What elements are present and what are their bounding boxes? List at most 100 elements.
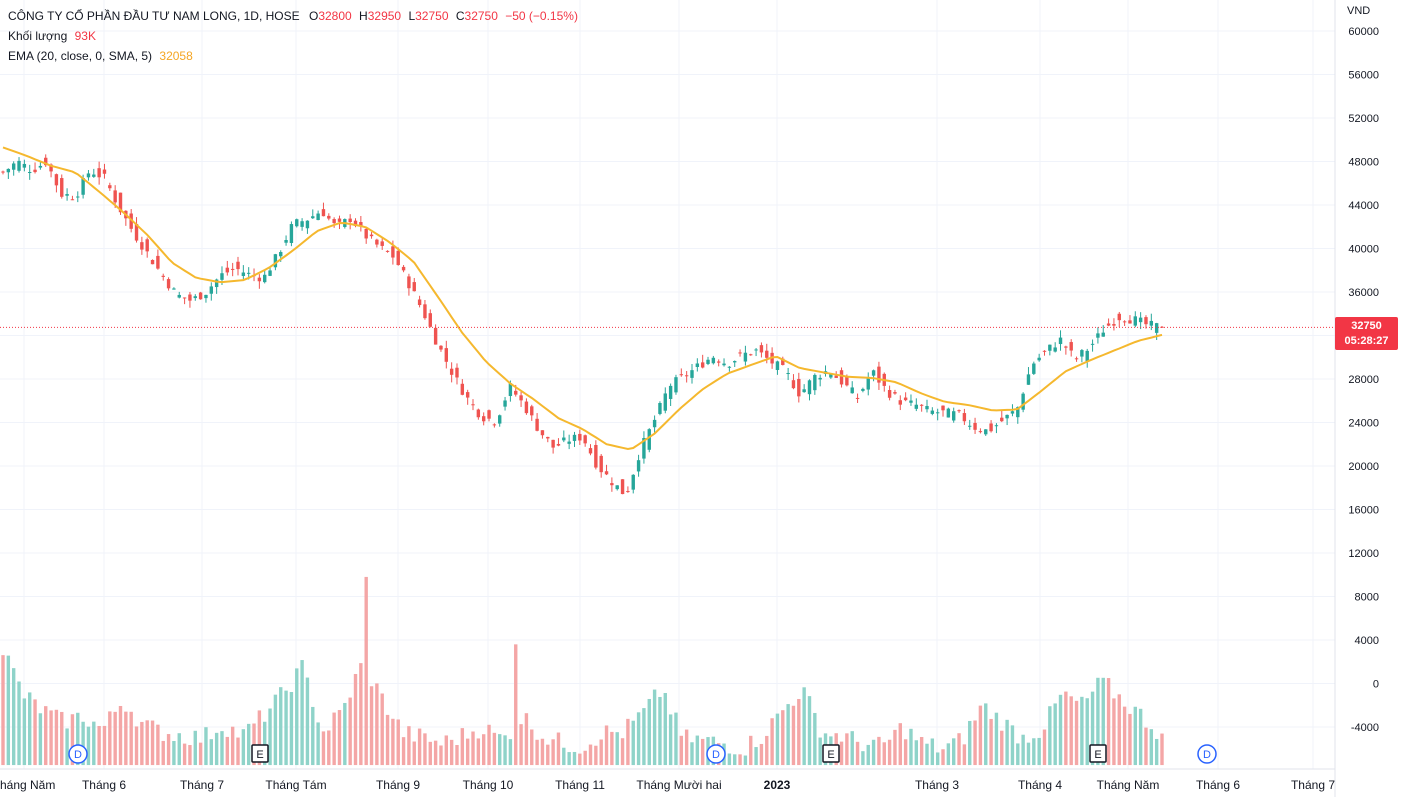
volume-bar bbox=[957, 733, 961, 766]
volume-bar bbox=[44, 706, 48, 766]
volume-bar bbox=[1128, 713, 1132, 766]
volume-bar bbox=[214, 732, 219, 766]
candle-body bbox=[503, 400, 507, 407]
candle-body bbox=[887, 389, 892, 398]
candle-body bbox=[930, 410, 935, 414]
y-tick-label: -4000 bbox=[1351, 722, 1379, 734]
volume-bar bbox=[781, 710, 785, 766]
candle-body bbox=[551, 439, 555, 448]
volume-bar bbox=[391, 718, 395, 766]
candle-body bbox=[1080, 350, 1084, 357]
volume-bar bbox=[49, 710, 53, 766]
candle-body bbox=[797, 378, 801, 397]
candle-body bbox=[188, 294, 192, 301]
y-tick-label: 20000 bbox=[1348, 461, 1379, 473]
volume-bar bbox=[348, 697, 352, 766]
volume-bar bbox=[540, 738, 545, 766]
candle-body bbox=[594, 444, 598, 468]
candle-body bbox=[17, 160, 21, 171]
volume-bar bbox=[140, 721, 144, 766]
candle-body bbox=[385, 250, 390, 252]
candle-body bbox=[1106, 323, 1111, 326]
candle-body bbox=[1085, 350, 1089, 362]
volume-bar bbox=[316, 722, 320, 766]
candle-body bbox=[359, 222, 363, 227]
candle-body bbox=[610, 483, 614, 486]
volume-bar bbox=[1090, 691, 1095, 766]
volume-bar bbox=[97, 725, 101, 766]
volume-bar bbox=[754, 747, 758, 766]
y-tick-label: 8000 bbox=[1355, 592, 1379, 604]
candle-body bbox=[337, 218, 342, 222]
volume-bar bbox=[337, 710, 342, 766]
volume-bar bbox=[594, 745, 598, 766]
candle-body bbox=[973, 422, 977, 430]
candle-body bbox=[1042, 350, 1047, 352]
volume-bar bbox=[273, 694, 278, 766]
y-tick-label: 48000 bbox=[1348, 157, 1379, 169]
candle-body bbox=[663, 393, 667, 411]
volume-bar bbox=[257, 710, 262, 766]
candle-body bbox=[295, 219, 299, 227]
time-axis[interactable]: Tháng Năm Tháng 6 Tháng 7 Tháng Tám Tháng 9 T… bbox=[0, 768, 1335, 792]
candle-body bbox=[423, 304, 427, 319]
volume-bar bbox=[60, 711, 64, 766]
volume-bar bbox=[615, 732, 619, 766]
volume-bar bbox=[583, 750, 587, 766]
candle-body bbox=[279, 252, 283, 257]
candle-body bbox=[455, 367, 459, 378]
volume-bar bbox=[177, 733, 181, 766]
candle-body bbox=[1058, 337, 1063, 345]
volume-bar bbox=[412, 741, 416, 766]
volume-bar bbox=[674, 712, 678, 766]
volume-bar bbox=[962, 744, 967, 766]
x-tick-label: Tháng 4 bbox=[1018, 778, 1062, 792]
volume-bar bbox=[487, 724, 491, 766]
candle-body bbox=[81, 178, 85, 195]
candle-body bbox=[33, 169, 37, 173]
x-tick-label: Tháng 6 bbox=[1196, 778, 1240, 792]
volume-bar bbox=[444, 735, 449, 766]
volume-bar bbox=[11, 668, 16, 766]
volume-bar bbox=[284, 690, 288, 766]
volume-bar bbox=[1112, 698, 1116, 766]
candle-body bbox=[311, 216, 315, 219]
ema-line bbox=[2, 146, 1163, 451]
volume-bar bbox=[498, 734, 502, 766]
candle-body bbox=[225, 267, 230, 273]
y-tick-label: 24000 bbox=[1348, 418, 1379, 430]
volume-bar bbox=[941, 749, 945, 766]
volume-bar bbox=[759, 743, 764, 766]
low-value: 32750 bbox=[415, 9, 449, 23]
earnings-marker: E bbox=[1089, 744, 1107, 763]
volume-bar bbox=[150, 720, 155, 766]
volume-bar bbox=[871, 739, 876, 766]
volume-bar bbox=[439, 745, 443, 766]
symbol-title[interactable]: CÔNG TY CỔ PHẦN ĐẦU TƯ NAM LONG, 1D, HOS… bbox=[8, 9, 300, 23]
volume-bar bbox=[236, 737, 240, 766]
volume-bar bbox=[562, 747, 566, 766]
y-tick-label: 0 bbox=[1373, 679, 1379, 691]
x-tick-label: Tháng 3 bbox=[915, 778, 959, 792]
candle-body bbox=[134, 223, 139, 241]
volume-bar bbox=[364, 576, 368, 766]
volume-bar bbox=[246, 723, 251, 766]
volume-bar bbox=[514, 644, 518, 766]
candle-body bbox=[375, 239, 379, 245]
candle-body bbox=[407, 276, 411, 289]
volume-bar bbox=[791, 705, 796, 766]
price-axis[interactable]: 6000056000520004800044000400003600032000… bbox=[1334, 0, 1379, 797]
volume-bar bbox=[220, 731, 224, 766]
candle-body bbox=[396, 250, 400, 266]
candle-body bbox=[172, 288, 176, 290]
volume-bar bbox=[1010, 725, 1015, 766]
candle-body bbox=[968, 425, 972, 427]
volume-bar bbox=[193, 730, 197, 766]
candle-body bbox=[1021, 393, 1025, 410]
ema-row[interactable]: EMA (20, close, 0, SMA, 5) 32058 bbox=[8, 46, 578, 66]
volume-row[interactable]: Khối lượng 93K bbox=[8, 26, 578, 46]
volume-bar bbox=[978, 705, 983, 766]
volume-bar bbox=[385, 714, 390, 766]
volume-bar bbox=[300, 660, 304, 766]
